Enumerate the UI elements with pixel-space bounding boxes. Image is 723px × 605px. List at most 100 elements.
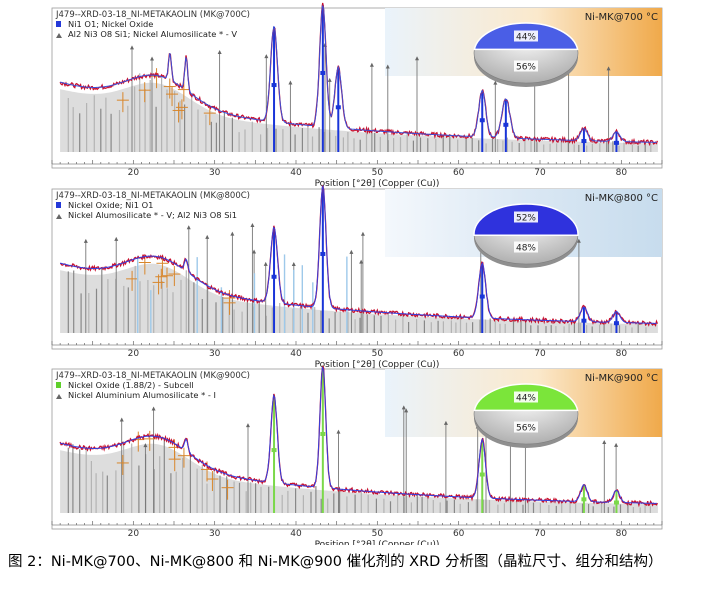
background-fill xyxy=(60,82,658,152)
phase-marker xyxy=(271,83,277,88)
phase-marker xyxy=(443,420,448,425)
phase-marker xyxy=(151,406,156,411)
x-tick-label: 80 xyxy=(616,349,628,359)
phase-marker xyxy=(186,225,191,230)
phase-marker xyxy=(143,443,148,448)
x-tick-label: 20 xyxy=(128,529,140,539)
phase-marker xyxy=(401,405,406,410)
legend-entry: Nickel Aluminium Alumosilicate * - I xyxy=(68,390,216,400)
chart-title: J479--XRD-03-18_NI-METAKAOLIN (MK@900C) xyxy=(55,371,250,381)
phase-marker xyxy=(385,64,390,69)
pie-label-box xyxy=(514,241,538,253)
legend-marker xyxy=(56,33,62,38)
pie-label-box xyxy=(514,211,538,223)
legend-entry: Nickel Oxide (1.88/2) - Subcell xyxy=(68,380,194,390)
phase-marker xyxy=(503,122,509,127)
phase-marker xyxy=(250,222,255,227)
phase-marker xyxy=(320,251,326,256)
pie-label-box xyxy=(514,391,538,403)
corner-label: Ni-MK@700 °C xyxy=(585,12,658,23)
x-tick-label: 40 xyxy=(290,529,302,539)
x-tick-label: 70 xyxy=(534,529,546,539)
phase-marker xyxy=(252,249,257,254)
phase-marker xyxy=(360,231,365,236)
phase-marker xyxy=(581,139,587,144)
composition-pie: 52% 48% xyxy=(473,203,579,268)
pie-label-primary: 44% xyxy=(516,33,536,43)
pie-label-secondary: 56% xyxy=(516,424,536,434)
phase-marker xyxy=(613,500,619,505)
legend-entry: Nickel Alumosilicate * - V; Al2 Ni3 O8 S… xyxy=(68,210,237,220)
xrd-figure: J479--XRD-03-18_NI-METAKAOLIN (MK@700C)N… xyxy=(51,2,663,545)
pie-label-box xyxy=(514,30,538,42)
legend-entry: Nickel Oxide; Ni1 O1 xyxy=(68,200,153,210)
x-tick-label: 80 xyxy=(616,168,628,178)
phase-marker xyxy=(320,431,326,436)
chart-title: J479--XRD-03-18_NI-METAKAOLIN (MK@700C) xyxy=(55,10,250,20)
phase-marker xyxy=(581,318,587,323)
x-tick-label: 20 xyxy=(128,168,140,178)
x-tick-label: 50 xyxy=(372,349,384,359)
phase-marker xyxy=(119,417,124,422)
corner-label: Ni-MK@900 °C xyxy=(585,373,658,384)
x-axis-title: Position [°2θ] (Copper (Cu)) xyxy=(315,540,440,545)
phase-marker xyxy=(271,274,277,279)
figure-caption: 图 2：Ni-MK@700、Ni-MK@800 和 Ni-MK@900 催化剂的… xyxy=(8,554,663,570)
x-tick-label: 60 xyxy=(453,349,465,359)
phase-marker xyxy=(114,236,119,241)
phase-marker xyxy=(263,261,268,266)
phase-marker xyxy=(415,56,420,61)
pie-label-box xyxy=(514,421,538,433)
xrd-panel-3: J479--XRD-03-18_NI-METAKAOLIN (MK@900C)N… xyxy=(51,365,663,545)
phase-marker xyxy=(336,429,341,434)
x-tick-label: 50 xyxy=(372,168,384,178)
phase-marker xyxy=(205,234,210,239)
phase-marker xyxy=(359,259,364,264)
pie-label-box xyxy=(514,60,538,72)
corner-label: Ni-MK@800 °C xyxy=(585,193,658,204)
pie-label-secondary: 56% xyxy=(516,63,536,73)
phase-marker xyxy=(245,423,250,428)
x-tick-label: 70 xyxy=(534,349,546,359)
observed-data xyxy=(59,2,659,147)
x-tick-label: 50 xyxy=(372,529,384,539)
phase-marker xyxy=(479,294,485,299)
phase-marker xyxy=(479,472,485,477)
background-fill xyxy=(60,443,658,513)
phase-marker xyxy=(606,66,611,71)
phase-marker xyxy=(320,70,326,75)
phase-marker xyxy=(369,62,374,67)
legend-marker xyxy=(56,202,61,208)
phase-marker xyxy=(129,45,134,50)
phase-marker xyxy=(271,448,277,453)
background-fill xyxy=(60,263,658,333)
x-tick-label: 80 xyxy=(616,529,628,539)
phase-marker xyxy=(614,442,619,447)
x-tick-label: 30 xyxy=(209,168,221,178)
x-tick-label: 40 xyxy=(290,349,302,359)
legend-marker xyxy=(56,382,61,388)
phase-marker xyxy=(217,49,222,54)
composition-pie: 44% 56% xyxy=(473,383,579,448)
composition-pie: 44% 56% xyxy=(473,22,579,87)
phase-marker xyxy=(327,77,332,82)
calculated-profile xyxy=(59,186,657,324)
calculated-profile xyxy=(59,366,657,504)
pie-label-primary: 44% xyxy=(516,394,536,404)
phase-marker xyxy=(613,140,619,145)
xrd-panel-1: J479--XRD-03-18_NI-METAKAOLIN (MK@700C)N… xyxy=(51,2,663,189)
chart-title: J479--XRD-03-18_NI-METAKAOLIN (MK@800C) xyxy=(55,191,250,201)
legend-entry: Al2 Ni3 O8 Si1; Nickel Alumosilicate * -… xyxy=(68,29,237,39)
x-axis-title: Position [°2θ] (Copper (Cu)) xyxy=(315,179,440,189)
phase-marker xyxy=(613,321,619,326)
phase-marker xyxy=(581,497,587,502)
phase-marker xyxy=(83,238,88,243)
x-tick-label: 30 xyxy=(209,529,221,539)
phase-marker xyxy=(291,262,296,267)
pie-label-secondary: 48% xyxy=(516,244,536,254)
x-tick-label: 20 xyxy=(128,349,140,359)
phase-marker xyxy=(479,118,485,123)
phase-marker xyxy=(335,105,341,110)
legend-entry: Ni1 O1; Nickel Oxide xyxy=(68,19,153,29)
xrd-panel-2: J479--XRD-03-18_NI-METAKAOLIN (MK@800C)N… xyxy=(51,184,663,370)
